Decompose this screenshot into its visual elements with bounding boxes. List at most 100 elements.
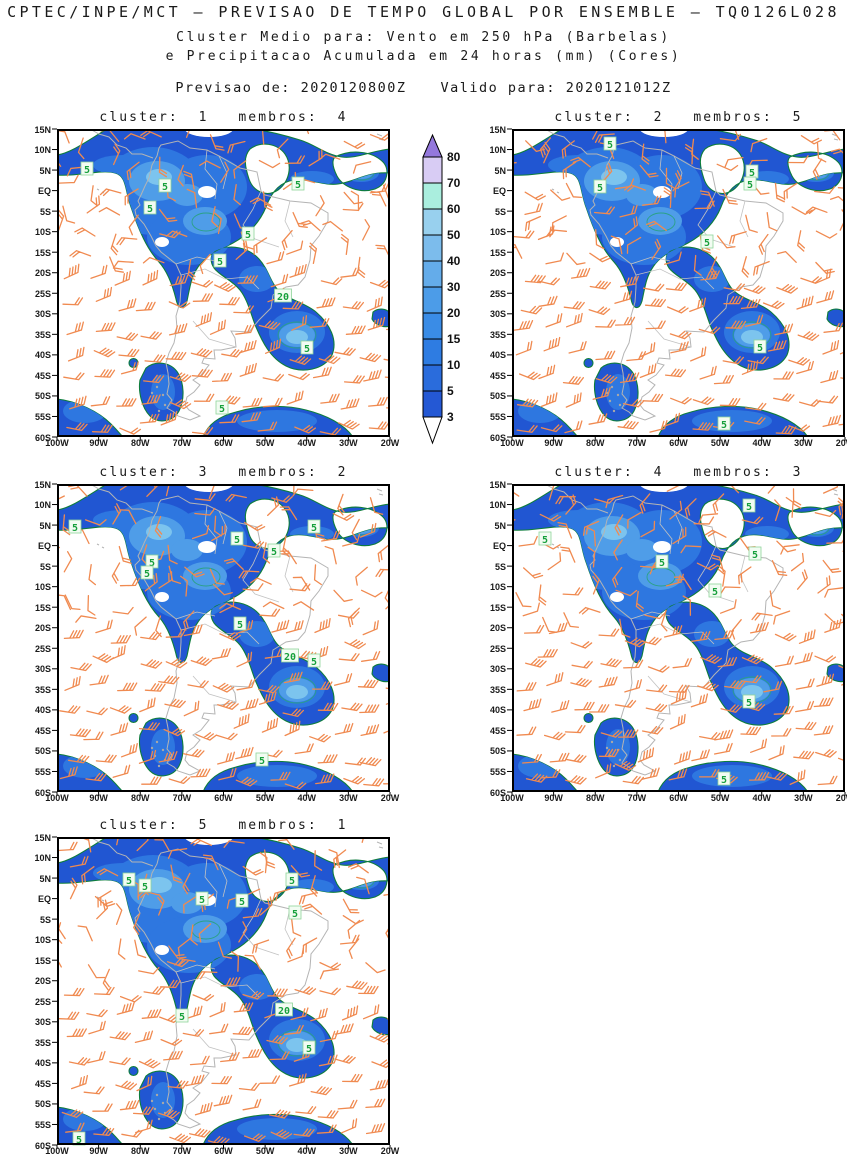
lat-tick-label: 5S [494, 561, 506, 572]
svg-text:5: 5 [597, 183, 603, 194]
forecast-valid-value: 2020121012Z [565, 80, 672, 96]
colorbar-tick-label: 15 [447, 332, 461, 346]
contour-label: 5 [717, 771, 731, 786]
lon-tick-label: 50W [255, 793, 275, 803]
svg-text:5: 5 [746, 698, 752, 709]
axis-ticks [52, 836, 391, 1149]
lat-tick-label: EQ [492, 186, 506, 197]
svg-text:5: 5 [721, 775, 727, 786]
svg-text:5: 5 [84, 165, 90, 176]
lat-tick-label: 60S [489, 432, 506, 443]
contour-label: 5 [717, 416, 731, 431]
contour-label: 5 [655, 554, 669, 569]
figure-subtitle-line2: e Precipitacao Acumulada em 24 horas (mm… [165, 49, 682, 64]
lat-tick-label: 20S [489, 623, 506, 634]
lat-tick-label: 15N [34, 479, 51, 490]
svg-text:5: 5 [142, 882, 148, 893]
lat-tick-label: 30S [489, 309, 506, 320]
colorbar-box [422, 390, 443, 418]
svg-text:5: 5 [749, 168, 755, 179]
svg-text:5: 5 [199, 895, 205, 906]
lon-tick-label: 40W [752, 438, 771, 448]
panel-title: cluster: 1 membros: 4 [99, 110, 348, 125]
lat-tick-label: 35S [489, 684, 506, 695]
svg-text:5: 5 [237, 620, 243, 631]
lat-tick-label: 60S [34, 432, 51, 443]
lon-tick-label: 80W [585, 438, 605, 448]
lat-tick-label: 20S [489, 268, 506, 279]
lat-tick-label: 5S [39, 561, 51, 572]
map-frame [57, 484, 390, 792]
svg-text:5: 5 [752, 550, 758, 561]
lat-axis: 15N 10N 5N EQ 5S 10S 15S 20S 25S 30S 35S 40S 45S 50S 5… [485, 480, 508, 798]
lon-tick-label: 90W [89, 1146, 108, 1156]
colorbar-tick-label: 3 [447, 410, 454, 424]
lat-tick-label: 30S [34, 309, 51, 320]
lon-tick-label: 50W [255, 1146, 275, 1156]
colorbar-tick-label: 40 [447, 254, 461, 268]
lat-tick-label: 25S [34, 288, 51, 299]
lat-tick-label: 45S [489, 370, 506, 381]
lat-tick-label: 10S [34, 227, 51, 238]
lat-tick-label: 60S [34, 787, 51, 798]
svg-text:20: 20 [284, 652, 296, 663]
lon-tick-label: 100W [500, 793, 524, 803]
lon-tick-label: 70W [172, 793, 192, 803]
lon-tick-label: 70W [172, 1146, 192, 1156]
svg-text:5: 5 [746, 502, 752, 513]
wind-barbs [57, 129, 390, 436]
lon-tick-label: 90W [89, 793, 108, 803]
lon-tick-label: 20W [835, 793, 847, 803]
panel-cluster-5: cluster: 5 membros: 1 15N 10N 5N EQ 5S 10S 15S… [34, 818, 399, 1156]
axis-ticks [507, 483, 846, 796]
panel-cluster-4: cluster: 4 membros: 3 15N 10N 5N EQ 5S 10S 15S… [489, 465, 847, 803]
lon-tick-label: 70W [627, 793, 647, 803]
lat-tick-label: 5N [39, 873, 51, 884]
lon-axis: 100W 90W 80W 70W 60W 50W 40W 30W 20W [500, 438, 847, 450]
contour-label: 5 [213, 253, 227, 268]
lon-tick-label: 30W [339, 793, 358, 803]
figure-title: CPTEC/INPE/MCT — PREVISAO DE TEMPO GLOBA… [7, 3, 840, 21]
lat-tick-label: 20S [34, 623, 51, 634]
colorbar-box [422, 364, 443, 392]
lat-tick-label: 25S [34, 643, 51, 654]
colorbar-tick-label: 50 [447, 228, 461, 242]
lon-tick-label: 50W [255, 438, 275, 448]
lat-tick-label: 45S [34, 725, 51, 736]
map-frame [512, 129, 845, 437]
precipitation-colorbar: 80 70 60 50 40 30 20 15 10 5 3 [421, 133, 481, 446]
contour-label: 5 [593, 179, 607, 194]
svg-text:5: 5 [292, 909, 298, 920]
contour-label: 5 [288, 905, 302, 920]
lon-tick-label: 100W [45, 793, 69, 803]
map-canvas: 5 5 5 5 5 5 5 [507, 483, 846, 796]
forecast-times-line: Previsao de: 2020120800Z Valido para: 20… [0, 80, 847, 96]
lon-tick-label: 70W [172, 438, 192, 448]
svg-text:5: 5 [72, 523, 78, 534]
svg-text:5: 5 [712, 587, 718, 598]
contour-label: 5 [300, 340, 314, 355]
lon-tick-label: 20W [380, 1146, 400, 1156]
lon-tick-label: 20W [835, 438, 847, 448]
lat-tick-label: 10N [489, 500, 506, 511]
lat-tick-label: 15N [34, 832, 51, 843]
lat-axis: 15N 10N 5N EQ 5S 10S 15S 20S 25S 30S 35S 40S 45S 50S 5… [30, 833, 53, 1151]
lat-tick-label: EQ [37, 894, 51, 905]
coastlines [89, 484, 384, 776]
lon-tick-label: 100W [45, 1146, 69, 1156]
svg-text:5: 5 [126, 876, 132, 887]
contour-label: 20 [275, 1002, 293, 1017]
panel-title: cluster: 3 membros: 2 [99, 465, 348, 480]
contour-label: 5 [241, 226, 255, 241]
lon-tick-label: 50W [710, 793, 730, 803]
wind-barbs [57, 837, 390, 1145]
lat-tick-label: 55S [34, 1119, 51, 1130]
contour-label: 5 [230, 531, 244, 546]
lat-tick-label: 10N [34, 145, 51, 156]
lat-tick-label: 45S [34, 1078, 51, 1089]
colorbar-box [422, 260, 443, 288]
